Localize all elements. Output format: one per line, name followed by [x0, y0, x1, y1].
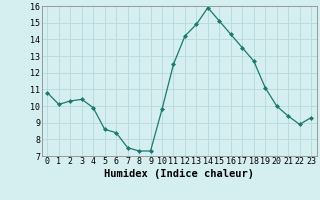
X-axis label: Humidex (Indice chaleur): Humidex (Indice chaleur)	[104, 169, 254, 179]
